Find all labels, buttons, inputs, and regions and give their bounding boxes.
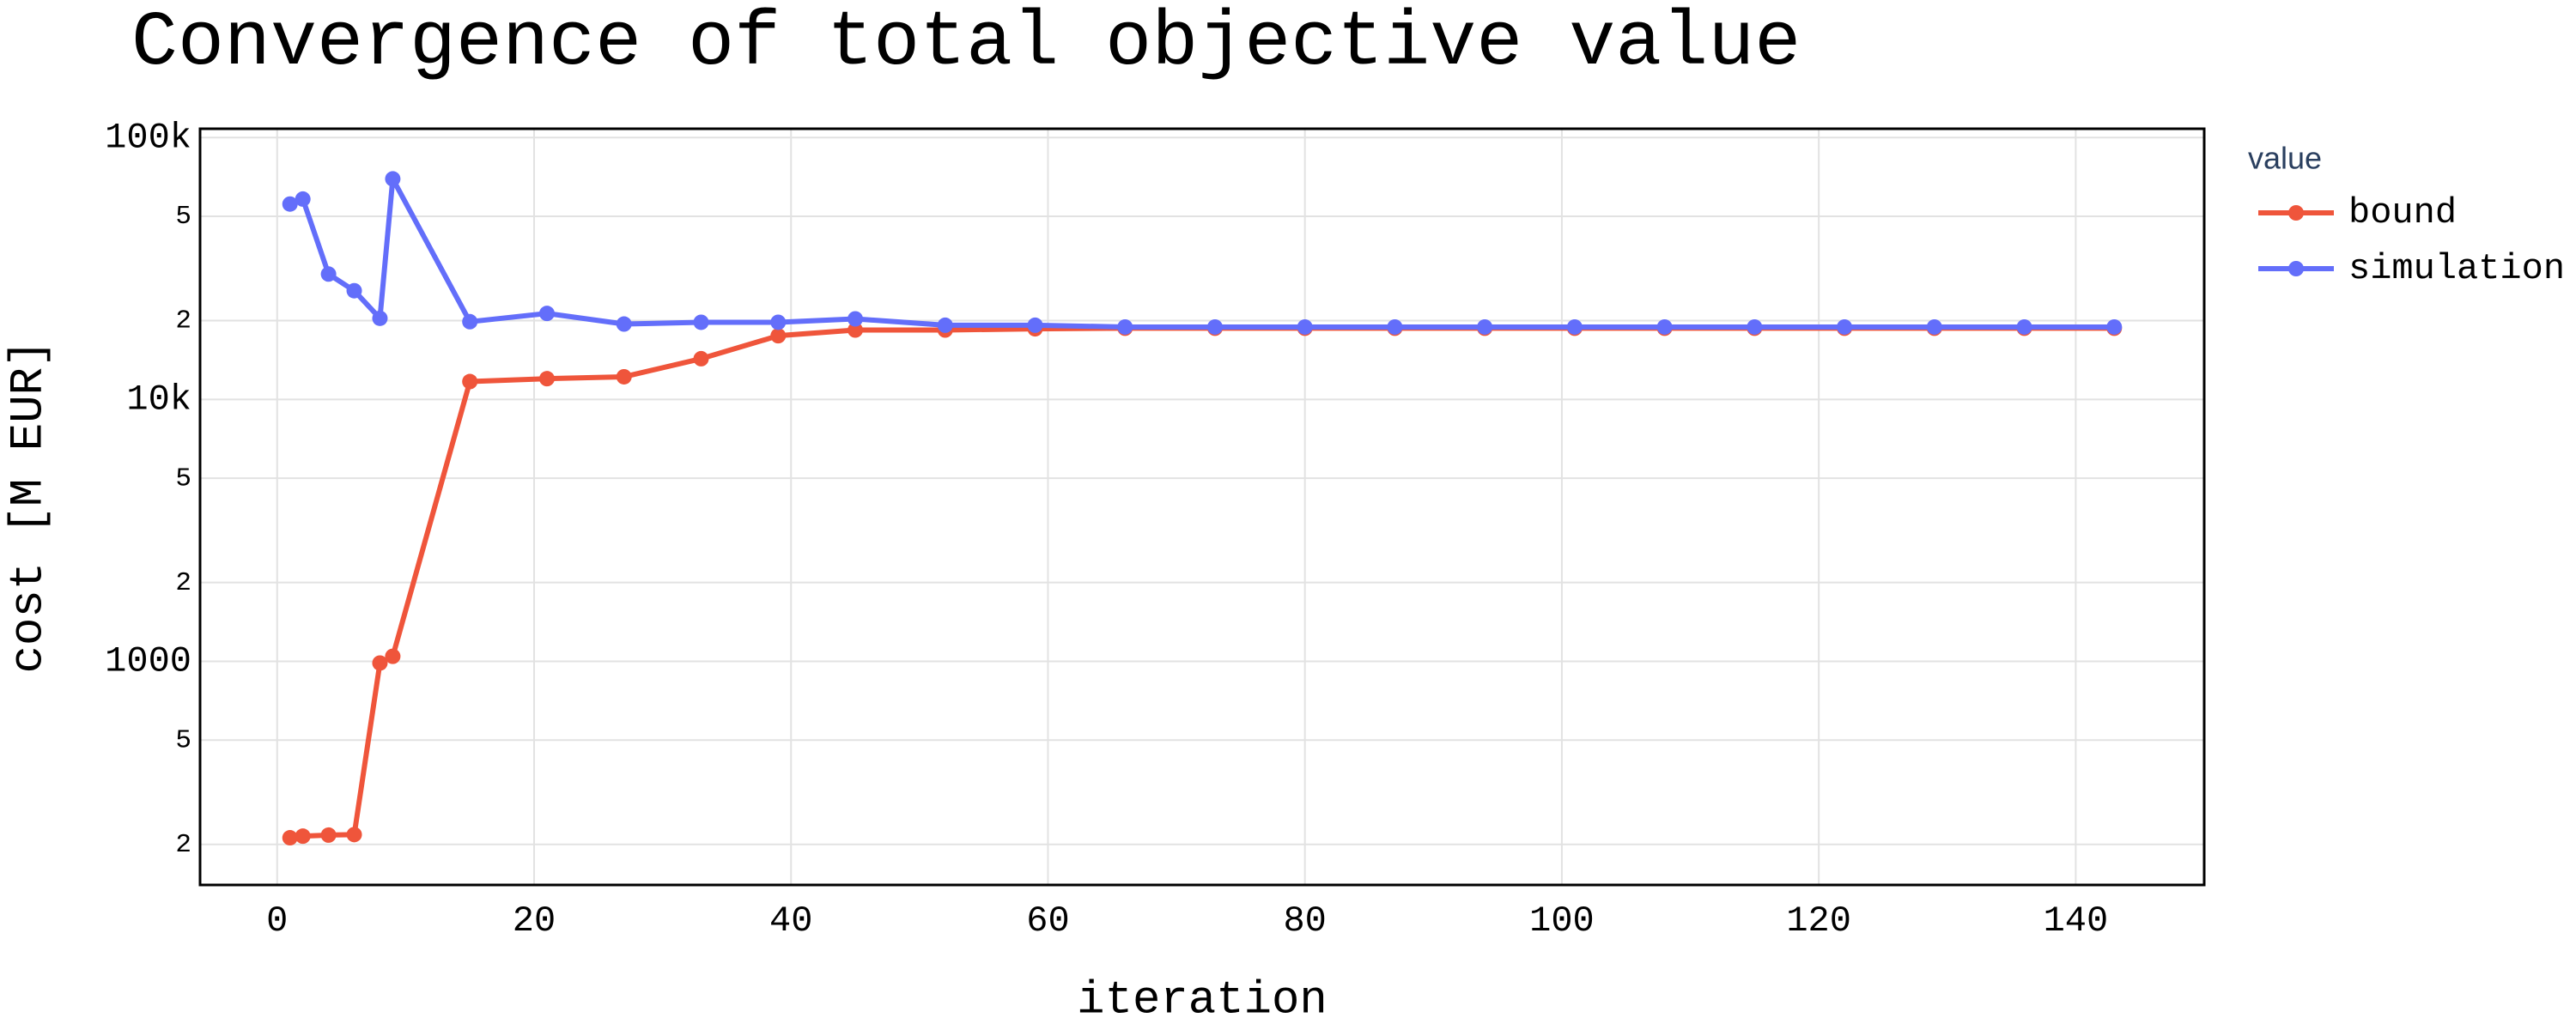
data-point [320, 266, 337, 282]
data-point [462, 373, 478, 390]
data-point [1747, 318, 1763, 335]
data-point [1477, 318, 1493, 335]
y-tick-label: 100k [105, 117, 191, 158]
data-point [1027, 317, 1043, 333]
y-tick-label: 5 [175, 725, 191, 755]
data-point [1566, 318, 1583, 335]
data-point [770, 314, 787, 330]
x-tick-label: 20 [513, 900, 556, 942]
data-point [848, 311, 864, 327]
x-tick-label: 100 [1529, 900, 1595, 942]
data-point [1656, 318, 1673, 335]
legend-marker [2288, 261, 2304, 276]
data-point [616, 316, 632, 332]
data-point [1926, 318, 1942, 335]
data-point [385, 171, 401, 187]
x-tick-label: 60 [1026, 900, 1069, 942]
legend-label: bound [2348, 192, 2457, 233]
data-point [2106, 318, 2123, 335]
plot-frame [198, 127, 2206, 887]
data-point [282, 196, 298, 212]
plot-area [200, 129, 2204, 885]
x-tick-label: 40 [769, 900, 812, 942]
y-tick-label: 1000 [105, 641, 191, 682]
x-tick-label: 120 [1786, 900, 1851, 942]
data-point [320, 827, 337, 843]
series-line [289, 176, 2115, 330]
data-point [538, 371, 555, 387]
y-axis-title: cost [M EUR] [3, 340, 55, 674]
x-tick-label: 140 [2044, 900, 2109, 942]
data-point [693, 350, 709, 367]
data-point [2016, 318, 2032, 335]
data-point [282, 830, 298, 846]
y-tick-label: 10k [126, 379, 191, 420]
data-point [1297, 318, 1313, 335]
data-point [1837, 318, 1853, 335]
y-tick-label: 2 [175, 830, 191, 860]
legend-label: simulation [2348, 248, 2565, 289]
data-point [295, 191, 311, 207]
data-point [462, 313, 478, 330]
y-tick-label: 5 [175, 464, 191, 494]
x-tick-label: 0 [266, 900, 288, 942]
data-point [693, 314, 709, 330]
x-tick-label: 80 [1283, 900, 1326, 942]
legend-marker [2288, 205, 2304, 221]
data-point [372, 310, 388, 326]
x-axis-title: iteration [1077, 974, 1327, 1027]
data-point [937, 317, 953, 333]
legend-title: value [2248, 141, 2322, 176]
data-point [1206, 318, 1223, 335]
y-tick-label: 5 [175, 202, 191, 232]
chart-title: Convergence of total objective value [131, 0, 1801, 88]
y-tick-label: 2 [175, 568, 191, 598]
data-point [1117, 318, 1133, 335]
data-point [848, 322, 864, 338]
data-point [616, 368, 632, 385]
y-tick-label: 2 [175, 306, 191, 336]
data-point [372, 655, 388, 671]
data-point [1387, 318, 1403, 335]
data-point [538, 306, 555, 322]
data-point [346, 282, 362, 299]
data-point [770, 328, 787, 344]
data-point [385, 648, 401, 664]
data-point [346, 827, 362, 843]
data-point [295, 828, 311, 845]
